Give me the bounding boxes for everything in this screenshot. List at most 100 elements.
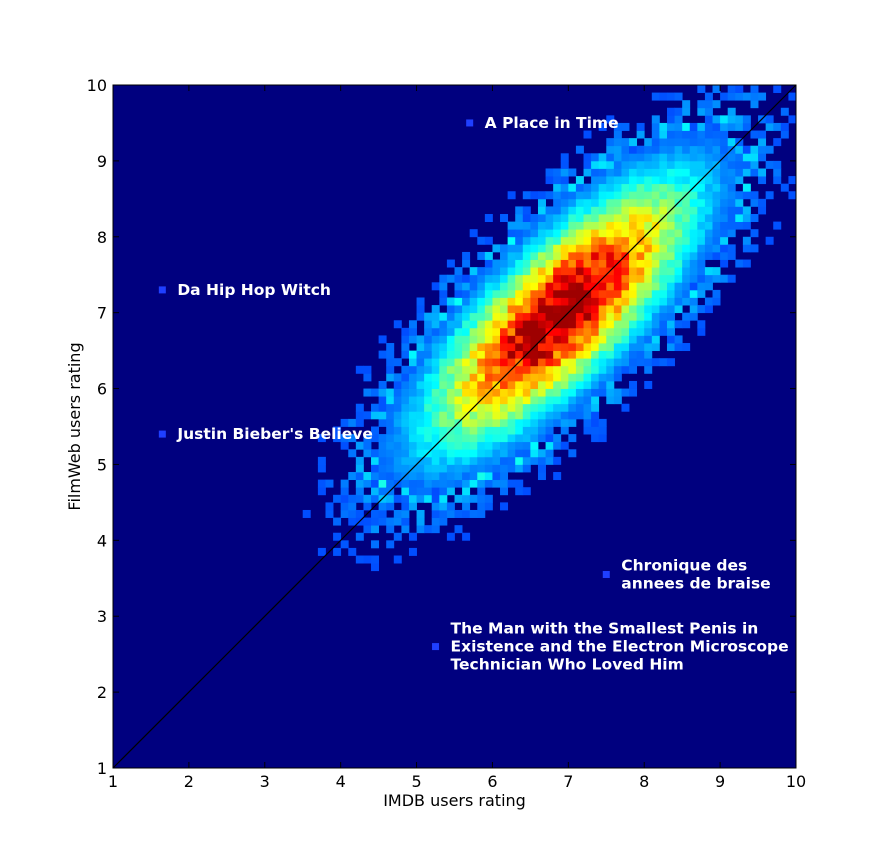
heatmap-cell: [522, 365, 531, 374]
heatmap-cell: [583, 320, 592, 329]
heatmap-cell: [363, 365, 372, 374]
heatmap-cell: [408, 441, 417, 450]
heatmap-cell: [500, 365, 509, 374]
heatmap-cell: [712, 100, 721, 109]
heatmap-cell: [568, 198, 577, 207]
heatmap-cell: [659, 168, 668, 177]
heatmap-cell: [583, 267, 592, 276]
heatmap-cell: [522, 191, 531, 200]
heatmap-cell: [363, 555, 372, 564]
heatmap-cell: [583, 236, 592, 245]
heatmap-cell: [371, 403, 380, 412]
heatmap-cell: [568, 396, 577, 405]
heatmap-cell: [401, 464, 410, 473]
heatmap-cell: [697, 267, 706, 276]
heatmap-cell: [682, 153, 691, 162]
heatmap-cell: [416, 479, 425, 488]
heatmap-cell: [704, 130, 713, 139]
heatmap-cell: [568, 191, 577, 200]
heatmap-cell: [720, 168, 729, 177]
heatmap-cell: [439, 297, 448, 306]
heatmap-cell: [454, 312, 463, 321]
heatmap-cell: [591, 343, 600, 352]
heatmap-cell: [408, 426, 417, 435]
heatmap-cell: [439, 449, 448, 458]
heatmap-cell: [621, 221, 630, 230]
heatmap-cell: [431, 373, 440, 382]
heatmap-cell: [492, 327, 501, 336]
heatmap-cell: [742, 191, 751, 200]
y-tick-label: 9: [97, 152, 107, 171]
heatmap-cell: [484, 380, 493, 389]
heatmap-cell: [659, 320, 668, 329]
heatmap-cell: [325, 509, 334, 518]
heatmap-cell: [621, 327, 630, 336]
heatmap-cell: [629, 312, 638, 321]
heatmap-cell: [613, 396, 622, 405]
heatmap-cell: [644, 365, 653, 374]
heatmap-cell: [522, 327, 531, 336]
heatmap-cell: [651, 153, 660, 162]
heatmap-cell: [408, 358, 417, 367]
heatmap-cell: [613, 198, 622, 207]
heatmap-cell: [416, 312, 425, 321]
heatmap-cell: [545, 380, 554, 389]
heatmap-cell: [454, 274, 463, 283]
heatmap-cell: [727, 160, 736, 169]
heatmap-cell: [537, 305, 546, 314]
heatmap-cell: [758, 168, 767, 177]
heatmap-cell: [553, 365, 562, 374]
heatmap-cell: [507, 312, 516, 321]
heatmap-cell: [553, 472, 562, 481]
heatmap-cell: [537, 267, 546, 276]
heatmap-cell: [553, 396, 562, 405]
heatmap-cell: [439, 350, 448, 359]
heatmap-cell: [666, 160, 675, 169]
heatmap-cell: [750, 191, 759, 200]
heatmap-cell: [386, 358, 395, 367]
heatmap-cell: [545, 221, 554, 230]
heatmap-cell: [727, 168, 736, 177]
heatmap-cell: [477, 251, 486, 260]
heatmap-cell: [424, 418, 433, 427]
heatmap-cell: [371, 449, 380, 458]
heatmap-cell: [712, 198, 721, 207]
heatmap-cell: [484, 343, 493, 352]
heatmap-cell: [386, 449, 395, 458]
heatmap-cell: [484, 464, 493, 473]
heatmap-cell: [553, 327, 562, 336]
heatmap-cell: [583, 168, 592, 177]
heatmap-cell: [689, 168, 698, 177]
heatmap-cell: [484, 403, 493, 412]
heatmap-cell: [446, 441, 455, 450]
heatmap-cell: [500, 426, 509, 435]
heatmap-cell: [408, 327, 417, 336]
heatmap-cell: [446, 305, 455, 314]
heatmap-cell: [735, 85, 744, 93]
heatmap-cell: [302, 509, 311, 518]
heatmap-cell: [401, 418, 410, 427]
heatmap-cell: [697, 153, 706, 162]
heatmap-cell: [674, 229, 683, 238]
heatmap-cell: [575, 373, 584, 382]
heatmap-cell: [462, 289, 471, 298]
heatmap-cell: [446, 472, 455, 481]
heatmap-cell: [530, 305, 539, 314]
heatmap-cell: [446, 456, 455, 465]
heatmap-cell: [606, 274, 615, 283]
heatmap-cell: [689, 122, 698, 131]
heatmap-cell: [697, 168, 706, 177]
heatmap-cell: [537, 251, 546, 260]
heatmap-cell: [659, 305, 668, 314]
heatmap-cell: [553, 358, 562, 367]
heatmap-cell: [583, 426, 592, 435]
heatmap-cell: [613, 176, 622, 185]
heatmap-cell: [758, 176, 767, 185]
heatmap-cell: [545, 251, 554, 260]
heatmap-cell: [537, 198, 546, 207]
heatmap-cell: [704, 229, 713, 238]
heatmap-cell: [401, 343, 410, 352]
heatmap-cell: [651, 251, 660, 260]
heatmap-cell: [758, 130, 767, 139]
heatmap-cell: [446, 487, 455, 496]
